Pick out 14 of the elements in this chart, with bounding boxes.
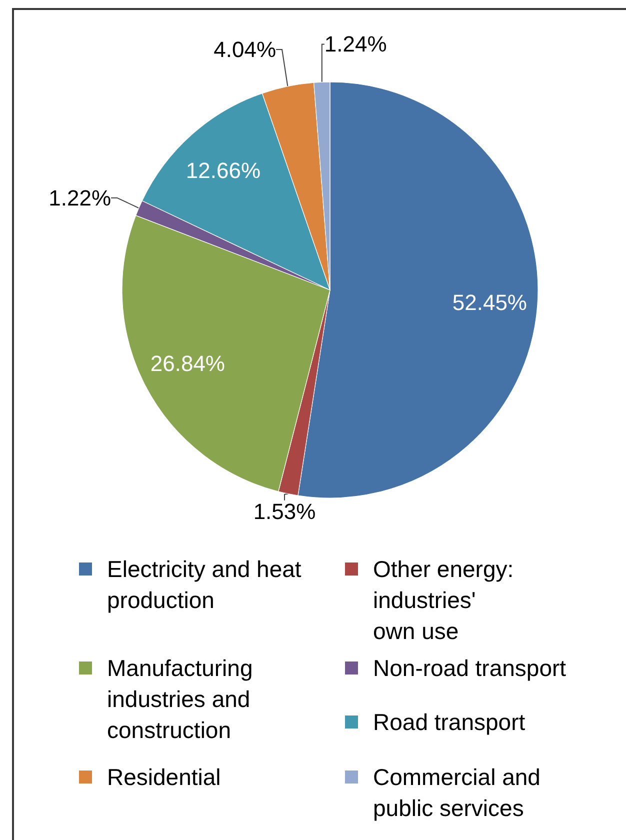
legend-label: Commercial and public services [373,764,547,821]
data-label: 1.22% [48,185,112,210]
legend-label: Manufacturing industries and construction [107,655,260,743]
legend-label: Electricity and heat production [107,556,308,613]
legend-label: Non-road transport [373,655,567,681]
data-label: 12.66% [186,158,261,184]
legend-label: Other energy: industries' own use [373,556,520,644]
legend-label: Road transport [373,709,526,735]
data-label: 4.04% [214,37,276,62]
data-label: 26.84% [150,350,226,376]
legend-label: Residential [107,764,221,790]
data-label: 1.53% [253,498,316,524]
data-label: 1.24% [324,32,387,57]
data-label: 52.45% [452,290,527,315]
